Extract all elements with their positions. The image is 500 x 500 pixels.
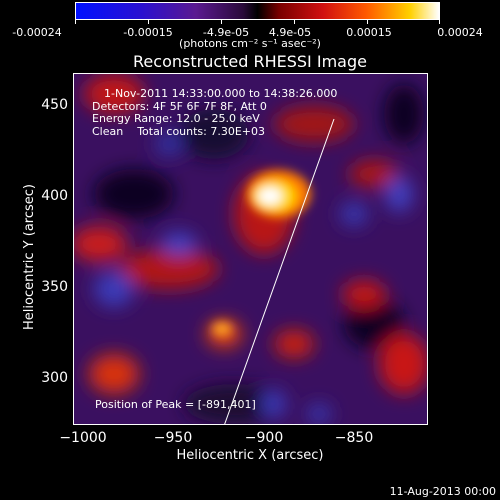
colorbar-units: (photons cm⁻² s⁻¹ asec⁻²) <box>179 37 321 50</box>
detectors: Detectors: 4F 5F 6F 7F 8F, Att 0 <box>92 99 267 113</box>
x-tick: −900 <box>244 430 284 446</box>
y-tick: 400 <box>41 188 68 204</box>
y-tick: 450 <box>41 97 68 113</box>
clean-counts: Clean Total counts: 7.30E+03 <box>92 124 266 138</box>
x-tick: −1000 <box>59 430 107 446</box>
colorbar-tick: 0.00015 <box>346 26 392 39</box>
colorbar-ticks: -0.00024 -0.00015 -4.9e-05 4.9e-05 0.000… <box>0 20 500 40</box>
energy-range: Energy Range: 12.0 - 25.0 keV <box>92 112 260 125</box>
footer-timestamp: 11-Aug-2013 00:00 <box>389 485 496 498</box>
rhessi-map-graphic <box>74 74 427 424</box>
observation-info: 1-Nov-2011 14:33:00.000 to 14:38:26.000 … <box>92 87 338 138</box>
rhessi-image <box>73 73 428 425</box>
x-tick: −950 <box>153 430 193 446</box>
image-title: Reconstructed RHESSI Image <box>133 52 367 71</box>
solar-limb-line <box>224 118 335 424</box>
colorbar-tick: 0.00024 <box>437 26 483 39</box>
y-tick: 300 <box>41 370 68 386</box>
colorbar-tick: -0.00024 <box>12 26 62 39</box>
time-range: 1-Nov-2011 14:33:00.000 to 14:38:26.000 <box>104 87 338 100</box>
peak-position: Position of Peak = [-891,401] <box>95 398 256 411</box>
x-tick: −850 <box>334 430 374 446</box>
colorbar-tick: -0.00015 <box>123 26 173 39</box>
y-tick: 350 <box>41 279 68 295</box>
colorbar-tick: 4.9e-05 <box>268 26 312 39</box>
y-axis-label: Heliocentric Y (arcsec) <box>22 184 37 330</box>
colorbar <box>75 2 440 20</box>
colorbar-tick: -4.9e-05 <box>202 26 250 39</box>
x-axis-label: Heliocentric X (arcsec) <box>176 448 324 463</box>
